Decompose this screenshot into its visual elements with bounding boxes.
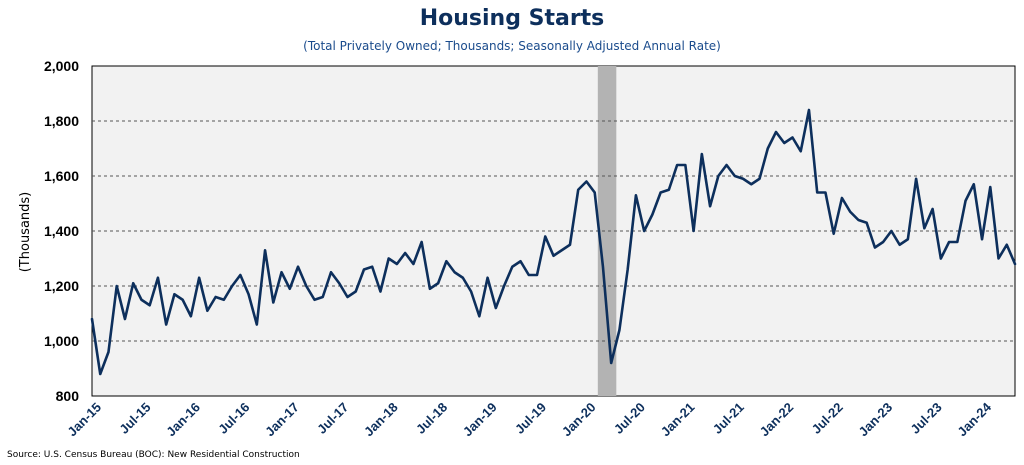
- chart-title: Housing Starts: [419, 6, 605, 31]
- recession-shading-group: [597, 66, 617, 396]
- x-tick-label: Jan-16: [163, 400, 203, 440]
- x-tick-label: Jul-20: [611, 400, 648, 437]
- source-note: Source: U.S. Census Bureau (BOC): New Re…: [7, 450, 300, 460]
- x-tick-label: Jul-17: [314, 400, 351, 437]
- x-tick-label: Jul-16: [215, 400, 252, 437]
- x-tick-label: Jul-22: [809, 400, 846, 437]
- x-tick-label: Jan-20: [559, 400, 599, 440]
- y-tick-label: 1,000: [44, 333, 79, 349]
- x-tick-label: Jan-15: [64, 400, 104, 440]
- y-tick-label: 800: [56, 388, 80, 404]
- y-tick-label: 1,200: [44, 278, 79, 294]
- y-axis-label: (Thousands): [18, 192, 33, 273]
- y-tick-label: 2,000: [44, 58, 79, 74]
- recession-band: [597, 66, 617, 396]
- x-tick-label: Jan-21: [658, 400, 698, 440]
- y-tick-label: 1,400: [44, 223, 79, 239]
- x-tick-label: Jul-18: [413, 400, 450, 437]
- x-tick-label: Jan-18: [361, 400, 401, 440]
- x-tick-label: Jul-15: [116, 400, 153, 437]
- chart-subtitle: (Total Privately Owned; Thousands; Seaso…: [303, 39, 721, 53]
- gridlines: [92, 120, 1015, 342]
- x-tick-label: Jan-19: [460, 400, 500, 440]
- x-tick-label: Jul-23: [908, 400, 945, 437]
- y-tick-label: 1,800: [44, 113, 79, 129]
- x-tick-label: Jan-23: [856, 400, 896, 440]
- x-tick-label: Jan-22: [757, 400, 797, 440]
- series-group: [90, 108, 1017, 376]
- x-axis-ticks: Jan-15 Jul-15 Jan-16 Jul-16 Jan-17 Jul-17 Jan-…: [64, 399, 994, 439]
- y-tick-label: 1,600: [44, 168, 79, 184]
- x-tick-label: Jan-24: [954, 399, 994, 439]
- x-tick-label: Jul-19: [512, 400, 549, 437]
- x-tick-label: Jul-21: [710, 400, 747, 437]
- y-axis-ticks: 800 1,000 1,200 1,400 1,600 1,800 2,000: [44, 58, 79, 404]
- x-tick-label: Jan-17: [262, 400, 302, 440]
